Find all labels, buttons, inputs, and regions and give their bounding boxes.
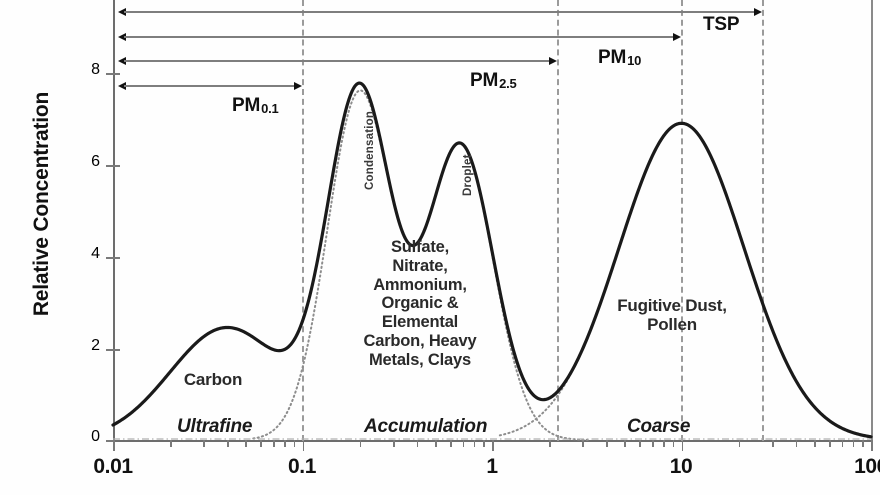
tsp-arrow-head-left bbox=[118, 7, 126, 16]
y-tick-label-0: 0 bbox=[91, 428, 100, 445]
pm10-arrow-head-left bbox=[118, 32, 126, 41]
x-tick-label-100: 100 bbox=[854, 455, 880, 478]
x-tick-minor bbox=[624, 440, 627, 447]
cutpoint-line-pm2-5 bbox=[557, 0, 559, 441]
x-tick-minor bbox=[227, 440, 229, 447]
x-tick-minor bbox=[582, 440, 584, 447]
range-label-pm10-sub: 10 bbox=[627, 53, 642, 68]
cutpoint-line-pm0-1 bbox=[302, 0, 304, 441]
x-tick-minor bbox=[245, 440, 248, 447]
y-tick-label-6: 6 bbox=[91, 153, 100, 170]
x-tick-minor bbox=[813, 440, 816, 447]
annotation-condensation: Condensation bbox=[364, 110, 376, 190]
x-tick-minor bbox=[293, 440, 296, 447]
y-axis-line bbox=[113, 0, 115, 440]
total-distribution-curve bbox=[111, 81, 873, 439]
pm25-arrow-head-left bbox=[118, 56, 126, 65]
y-tick-8 bbox=[106, 73, 120, 75]
x-tick-minor bbox=[663, 440, 665, 447]
x-tick-major bbox=[113, 440, 115, 451]
pm10-arrow-head-right bbox=[673, 32, 681, 41]
y-tick-4 bbox=[106, 257, 120, 259]
x-tick-minor bbox=[795, 440, 798, 447]
x-tick-minor bbox=[606, 440, 608, 447]
x-tick-minor bbox=[639, 440, 642, 447]
range-label-pm01-sub: 0.1 bbox=[261, 101, 279, 116]
annotation-coarse-composition: Fugitive Dust, Pollen bbox=[617, 296, 727, 335]
x-tick-minor bbox=[392, 440, 395, 447]
pm10-arrow-line bbox=[124, 36, 675, 38]
x-tick-minor bbox=[852, 440, 855, 447]
x-tick-major bbox=[492, 440, 494, 451]
x-tick-minor bbox=[416, 440, 419, 447]
pm01-arrow-head-right bbox=[294, 81, 302, 90]
x-tick-minor bbox=[434, 440, 437, 447]
x-tick-major bbox=[681, 440, 684, 451]
range-label-pm10: PM10 bbox=[598, 47, 641, 69]
pm25-arrow-head-right bbox=[549, 56, 557, 65]
x-tick-major bbox=[302, 440, 305, 451]
tsp-arrow-line bbox=[124, 11, 756, 13]
x-tick-minor bbox=[273, 440, 275, 447]
pm01-arrow-head-left bbox=[118, 81, 126, 90]
x-tick-minor bbox=[462, 440, 465, 447]
range-label-pm25-text: PM bbox=[470, 70, 499, 91]
mode-label-ultrafine: Ultrafine bbox=[177, 416, 253, 437]
y-tick-6 bbox=[106, 165, 120, 167]
x-tick-label-10: 10 bbox=[669, 455, 693, 478]
y-tick-label-4: 4 bbox=[91, 245, 100, 262]
mode-label-coarse: Coarse bbox=[627, 416, 691, 437]
range-label-pm25: PM2.5 bbox=[470, 70, 517, 92]
x-tick-minor bbox=[359, 440, 362, 447]
cutpoint-line-pm10 bbox=[681, 0, 683, 441]
x-tick-minor bbox=[260, 440, 263, 447]
x-tick-minor bbox=[828, 440, 831, 447]
cutpoint-line-tsp bbox=[762, 0, 764, 441]
range-label-tsp-text: TSP bbox=[703, 14, 740, 35]
mode-label-accumulation: Accumulation bbox=[364, 416, 488, 437]
x-tick-minor bbox=[841, 440, 844, 447]
x-tick-label-1: 1 bbox=[486, 455, 498, 478]
x-tick-minor bbox=[738, 440, 741, 447]
range-label-pm01: PM0.1 bbox=[232, 95, 279, 117]
tsp-arrow-head-right bbox=[754, 7, 762, 16]
annotation-droplet: Droplet bbox=[462, 154, 474, 196]
range-label-pm01-text: PM bbox=[232, 95, 261, 116]
y-tick-2 bbox=[106, 349, 120, 351]
pm25-arrow-line bbox=[124, 60, 551, 62]
x-tick-major bbox=[871, 440, 873, 451]
annotation-accumulation-composition: Sulfate, Nitrate, Ammonium, Organic & El… bbox=[363, 238, 477, 369]
coarse-mode-dotted-curve bbox=[498, 122, 830, 437]
x-tick-label-0-01: 0.01 bbox=[93, 455, 133, 478]
y-tick-label-2: 2 bbox=[91, 337, 100, 354]
range-label-tsp: TSP bbox=[703, 14, 740, 36]
x-tick-minor bbox=[862, 440, 864, 447]
x-tick-minor bbox=[473, 440, 476, 447]
plot-right-border bbox=[871, 0, 873, 441]
x-tick-minor bbox=[203, 440, 205, 447]
x-tick-minor bbox=[771, 440, 774, 447]
x-tick-minor bbox=[672, 440, 675, 447]
range-label-pm10-text: PM bbox=[598, 47, 627, 68]
y-tick-label-8: 8 bbox=[91, 61, 100, 78]
pm01-arrow-line bbox=[124, 85, 296, 87]
x-tick-minor bbox=[652, 440, 654, 447]
x-tick-label-0-1: 0.1 bbox=[288, 455, 316, 478]
range-label-pm25-sub: 2.5 bbox=[499, 76, 517, 91]
x-tick-minor bbox=[549, 440, 551, 447]
annotation-carbon: Carbon bbox=[183, 370, 243, 389]
x-tick-minor bbox=[449, 440, 452, 447]
x-tick-minor bbox=[284, 440, 286, 447]
x-tick-minor bbox=[170, 440, 172, 447]
x-tick-minor bbox=[483, 440, 485, 447]
